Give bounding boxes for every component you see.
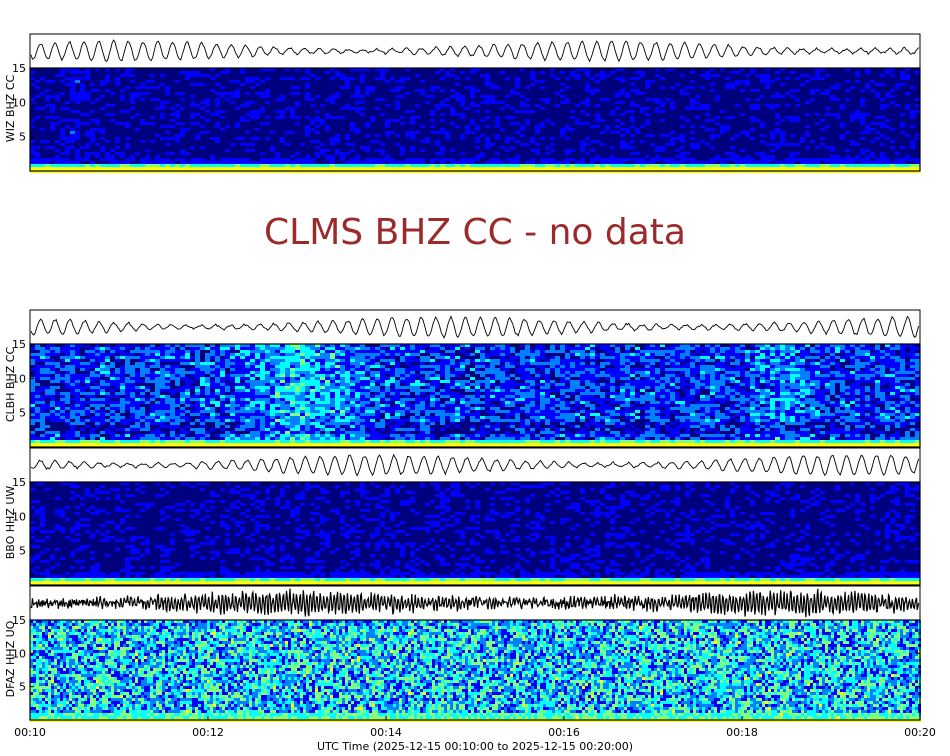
no-data-message: CLMS BHZ CC - no data xyxy=(0,212,950,253)
y-tick-label: 15 xyxy=(12,614,26,627)
y-tick-label: 5 xyxy=(19,545,26,558)
station-label: WIZ BHZ CC xyxy=(4,75,17,143)
waveform-frame xyxy=(29,33,921,69)
waveform-trace xyxy=(30,453,920,477)
spectrogram-frame xyxy=(29,343,921,448)
y-tick-label: 5 xyxy=(19,131,26,144)
waveform-trace xyxy=(30,39,919,63)
station-label: BBO HHZ UW xyxy=(4,486,17,560)
spectrogram xyxy=(30,620,921,722)
y-tick-label: 15 xyxy=(12,62,26,75)
y-tick-label: 10 xyxy=(12,372,26,385)
station-label: DFAZ HHZ UO xyxy=(4,620,17,697)
y-tick-label: 10 xyxy=(12,96,26,109)
x-axis-label: UTC Time (2025-12-15 00:10:00 to 2025-12… xyxy=(317,740,633,753)
y-tick-label: 5 xyxy=(19,407,26,420)
spectrogram xyxy=(30,344,920,449)
spectrogram xyxy=(30,68,920,173)
spectrogram-frame xyxy=(29,619,921,721)
x-tick-label: 00:14 xyxy=(370,726,402,739)
spectrogram-frame xyxy=(29,481,921,586)
x-tick-label: 00:10 xyxy=(14,726,46,739)
y-tick-label: 5 xyxy=(19,681,26,694)
y-tick-label: 10 xyxy=(12,647,26,660)
station-label: CLBH BHZ CC xyxy=(4,347,17,423)
spectrogram-frame xyxy=(29,67,921,172)
x-tick-label: 00:20 xyxy=(904,726,936,739)
waveform-frame xyxy=(29,309,921,345)
y-tick-label: 15 xyxy=(12,338,26,351)
waveform-trace xyxy=(30,315,920,339)
x-tick-label: 00:16 xyxy=(548,726,580,739)
y-tick-label: 10 xyxy=(12,510,26,523)
x-tick-label: 00:12 xyxy=(192,726,224,739)
waveform-trace xyxy=(30,588,920,618)
spectrogram xyxy=(30,482,920,587)
y-tick-label: 15 xyxy=(12,476,26,489)
waveform-frame xyxy=(29,447,921,483)
x-tick-label: 00:18 xyxy=(726,726,758,739)
